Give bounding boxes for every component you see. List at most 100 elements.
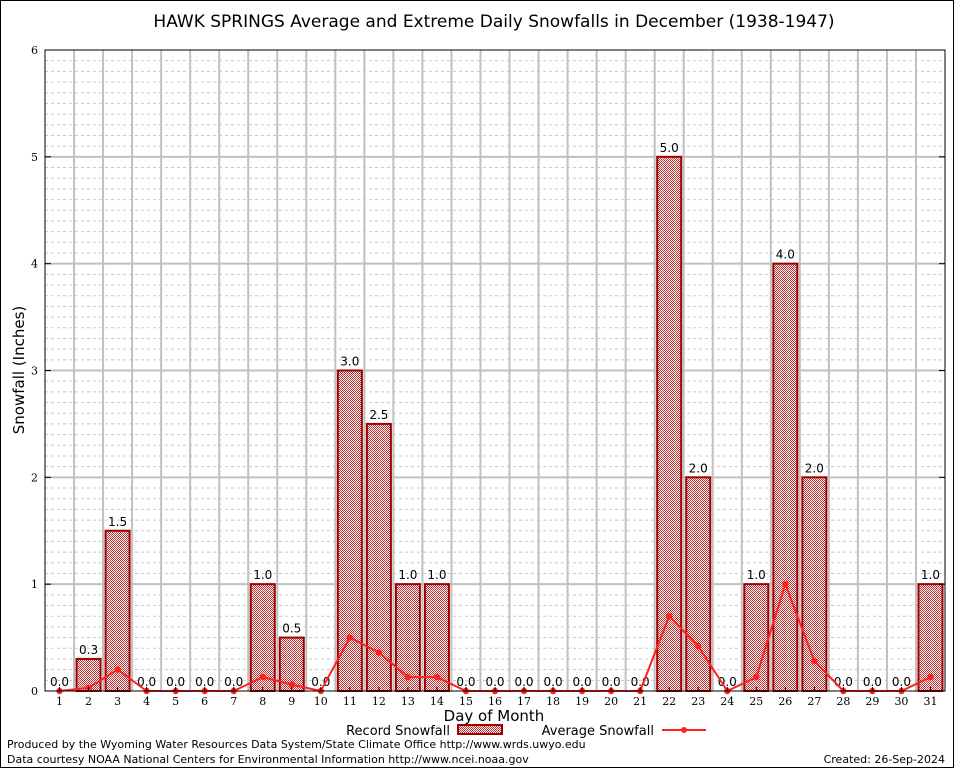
average-point bbox=[782, 580, 789, 588]
y-tick-label: 1 bbox=[31, 578, 38, 591]
x-tick-label: 19 bbox=[575, 695, 589, 708]
x-tick-label: 22 bbox=[662, 695, 676, 708]
bar-value-label: 0.0 bbox=[631, 675, 650, 689]
bar-value-label: 1.5 bbox=[108, 515, 127, 529]
record-bar bbox=[423, 583, 450, 693]
bar-value-label: 3.0 bbox=[340, 355, 359, 369]
bar-value-label: 0.3 bbox=[79, 643, 98, 657]
x-tick-label: 9 bbox=[288, 695, 295, 708]
x-tick-label: 27 bbox=[807, 695, 821, 708]
bar-value-label: 0.0 bbox=[863, 675, 882, 689]
bar-value-label: 1.0 bbox=[253, 568, 272, 582]
bar-value-label: 2.5 bbox=[369, 408, 388, 422]
y-tick-label: 0 bbox=[31, 685, 38, 698]
record-bar bbox=[104, 529, 131, 692]
bar-value-label: 0.0 bbox=[573, 675, 592, 689]
average-point bbox=[114, 666, 121, 673]
bar-value-label: 0.0 bbox=[50, 675, 69, 689]
x-tick-label: 6 bbox=[201, 695, 208, 708]
x-tick-label: 18 bbox=[546, 695, 560, 708]
bar-value-label: 0.0 bbox=[195, 675, 214, 689]
y-tick-label: 3 bbox=[31, 365, 38, 378]
average-point bbox=[665, 613, 673, 620]
x-tick-label: 25 bbox=[749, 695, 763, 708]
x-tick-label: 12 bbox=[372, 695, 386, 708]
y-tick-label: 6 bbox=[31, 44, 38, 57]
bar-value-label: 0.0 bbox=[137, 675, 156, 689]
record-bar bbox=[394, 583, 421, 693]
plot-border bbox=[44, 49, 946, 692]
x-tick-label: 21 bbox=[633, 695, 647, 708]
record-bar bbox=[917, 583, 944, 693]
x-tick-label: 31 bbox=[923, 695, 937, 708]
bar-value-label: 0.0 bbox=[456, 675, 475, 689]
x-tick-label: 15 bbox=[459, 695, 473, 708]
x-axis-label: Day of Month bbox=[444, 707, 545, 725]
x-tick-label: 13 bbox=[401, 695, 415, 708]
x-tick-label: 16 bbox=[488, 695, 502, 708]
average-point bbox=[259, 673, 266, 681]
x-tick-label: 14 bbox=[430, 695, 444, 708]
average-point bbox=[811, 657, 818, 665]
y-tick-label: 5 bbox=[31, 151, 38, 164]
record-bar bbox=[685, 476, 712, 693]
average-point bbox=[346, 634, 354, 641]
bar-value-label: 1.0 bbox=[747, 568, 766, 582]
record-bar bbox=[772, 262, 799, 692]
bar-value-label: 0.0 bbox=[718, 675, 737, 689]
x-tick-label: 3 bbox=[114, 695, 121, 708]
bar-value-label: 4.0 bbox=[776, 248, 795, 262]
bar-value-label: 0.0 bbox=[602, 675, 621, 689]
average-point bbox=[753, 673, 760, 681]
x-tick-label: 5 bbox=[172, 695, 179, 708]
x-tick-label: 24 bbox=[720, 695, 734, 708]
average-point bbox=[695, 642, 702, 650]
bar-value-label: 0.0 bbox=[224, 675, 243, 689]
footer-produced-by: Produced by the Wyoming Water Resources … bbox=[7, 738, 586, 751]
y-tick-label: 4 bbox=[31, 258, 38, 271]
x-tick-label: 29 bbox=[865, 695, 879, 708]
x-tick-label: 17 bbox=[517, 695, 531, 708]
x-tick-label: 8 bbox=[259, 695, 266, 708]
legend-record-swatch bbox=[457, 724, 503, 735]
bar-value-label: 2.0 bbox=[805, 461, 824, 475]
bar-value-label: 0.0 bbox=[166, 675, 185, 689]
chart-title: HAWK SPRINGS Average and Extreme Daily S… bbox=[153, 12, 834, 32]
x-tick-label: 30 bbox=[894, 695, 908, 708]
average-point bbox=[288, 681, 295, 688]
y-axis-label: Snowfall (Inches) bbox=[10, 306, 28, 434]
y-tick-label: 2 bbox=[31, 471, 38, 484]
bar-value-label: 0.5 bbox=[282, 622, 301, 636]
bar-value-label: 0.0 bbox=[544, 675, 563, 689]
average-point bbox=[927, 673, 934, 681]
footer-data-courtesy: Data courtesy NOAA National Centers for … bbox=[7, 753, 529, 766]
bar-value-label: 1.0 bbox=[921, 568, 940, 582]
footer-created-date: Created: 26-Sep-2024 bbox=[823, 753, 945, 766]
legend-average-label: Average Snowfall bbox=[542, 724, 654, 739]
average-point bbox=[375, 649, 383, 656]
x-tick-label: 1 bbox=[56, 695, 63, 708]
x-tick-label: 26 bbox=[778, 695, 792, 708]
bar-value-label: 5.0 bbox=[660, 141, 679, 155]
average-point bbox=[433, 673, 441, 681]
bar-value-label: 0.0 bbox=[514, 675, 533, 689]
x-tick-label: 2 bbox=[85, 695, 92, 708]
bar-value-label: 1.0 bbox=[427, 568, 446, 582]
x-tick-label: 20 bbox=[604, 695, 618, 708]
x-tick-label: 28 bbox=[836, 695, 850, 708]
legend-average-marker bbox=[681, 727, 687, 733]
x-tick-label: 11 bbox=[343, 695, 357, 708]
record-bar bbox=[656, 155, 683, 693]
legend: Record Snowfall Average Snowfall bbox=[346, 724, 706, 739]
legend-record-label: Record Snowfall bbox=[346, 724, 450, 739]
bar-value-label: 0.0 bbox=[311, 675, 330, 689]
x-tick-label: 10 bbox=[314, 695, 328, 708]
bar-value-label: 0.0 bbox=[892, 675, 911, 689]
bar-value-label: 0.0 bbox=[834, 675, 853, 689]
x-tick-label: 23 bbox=[691, 695, 705, 708]
bar-value-label: 0.0 bbox=[485, 675, 504, 689]
x-tick-label: 7 bbox=[230, 695, 237, 708]
average-point bbox=[404, 673, 412, 681]
x-tick-label: 4 bbox=[143, 695, 150, 708]
